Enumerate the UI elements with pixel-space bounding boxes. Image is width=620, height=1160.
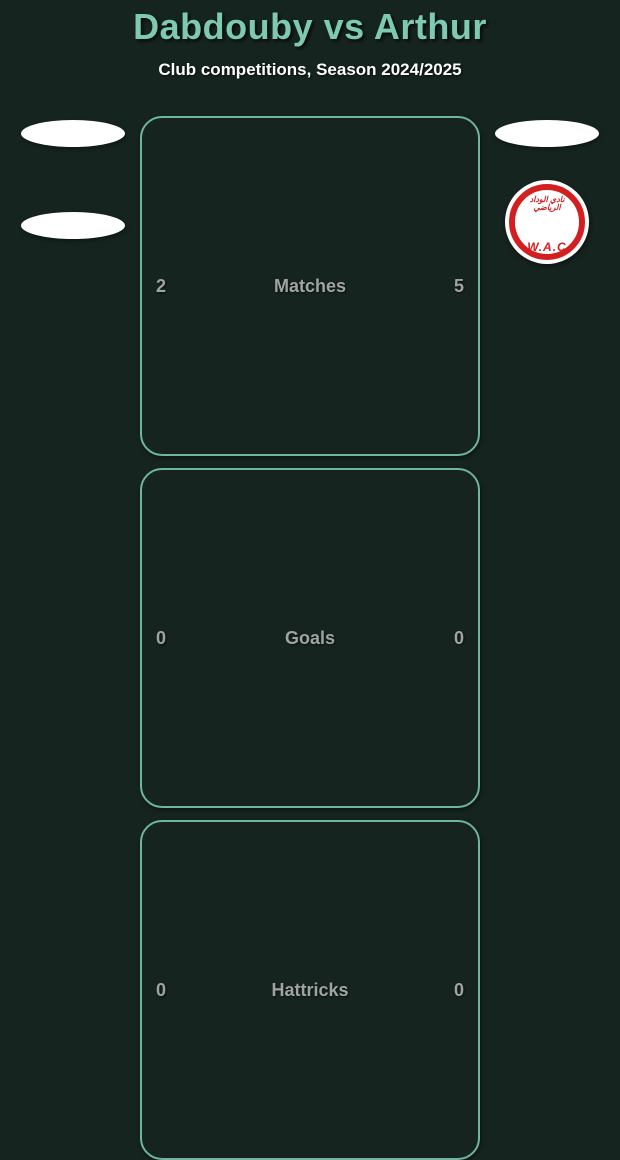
stat-right-value: 0 (454, 628, 464, 649)
stat-row-hattricks: 0 Hattricks 0 (140, 820, 480, 1160)
left-team-logo-1 (21, 120, 125, 147)
page-title: Dabdouby vs Arthur (0, 6, 620, 48)
stat-row-goals: 0 Goals 0 (140, 468, 480, 808)
stat-row-matches: 2 Matches 5 (140, 116, 480, 456)
stat-right-value: 5 (454, 276, 464, 297)
stat-label: Matches (142, 276, 478, 297)
right-team-crest: نادي الوداد الرياضي W.A.C (505, 180, 589, 264)
crest-wac-text: W.A.C (505, 240, 589, 254)
right-column: نادي الوداد الرياضي W.A.C (492, 116, 602, 1160)
stat-label: Hattricks (142, 980, 478, 1001)
left-column (18, 116, 128, 1160)
stat-label: Goals (142, 628, 478, 649)
stat-right-value: 0 (454, 980, 464, 1001)
right-team-logo-1 (495, 120, 599, 147)
crest-arabic: نادي الوداد الرياضي (518, 196, 576, 212)
stats-column: 2 Matches 5 0 Goals 0 0 Hattricks 0 Goal… (140, 116, 480, 1160)
subtitle: Club competitions, Season 2024/2025 (0, 60, 620, 80)
comparison-grid: 2 Matches 5 0 Goals 0 0 Hattricks 0 Goal… (0, 116, 620, 1160)
root: Dabdouby vs Arthur Club competitions, Se… (0, 0, 620, 1160)
left-team-logo-2 (21, 212, 125, 239)
